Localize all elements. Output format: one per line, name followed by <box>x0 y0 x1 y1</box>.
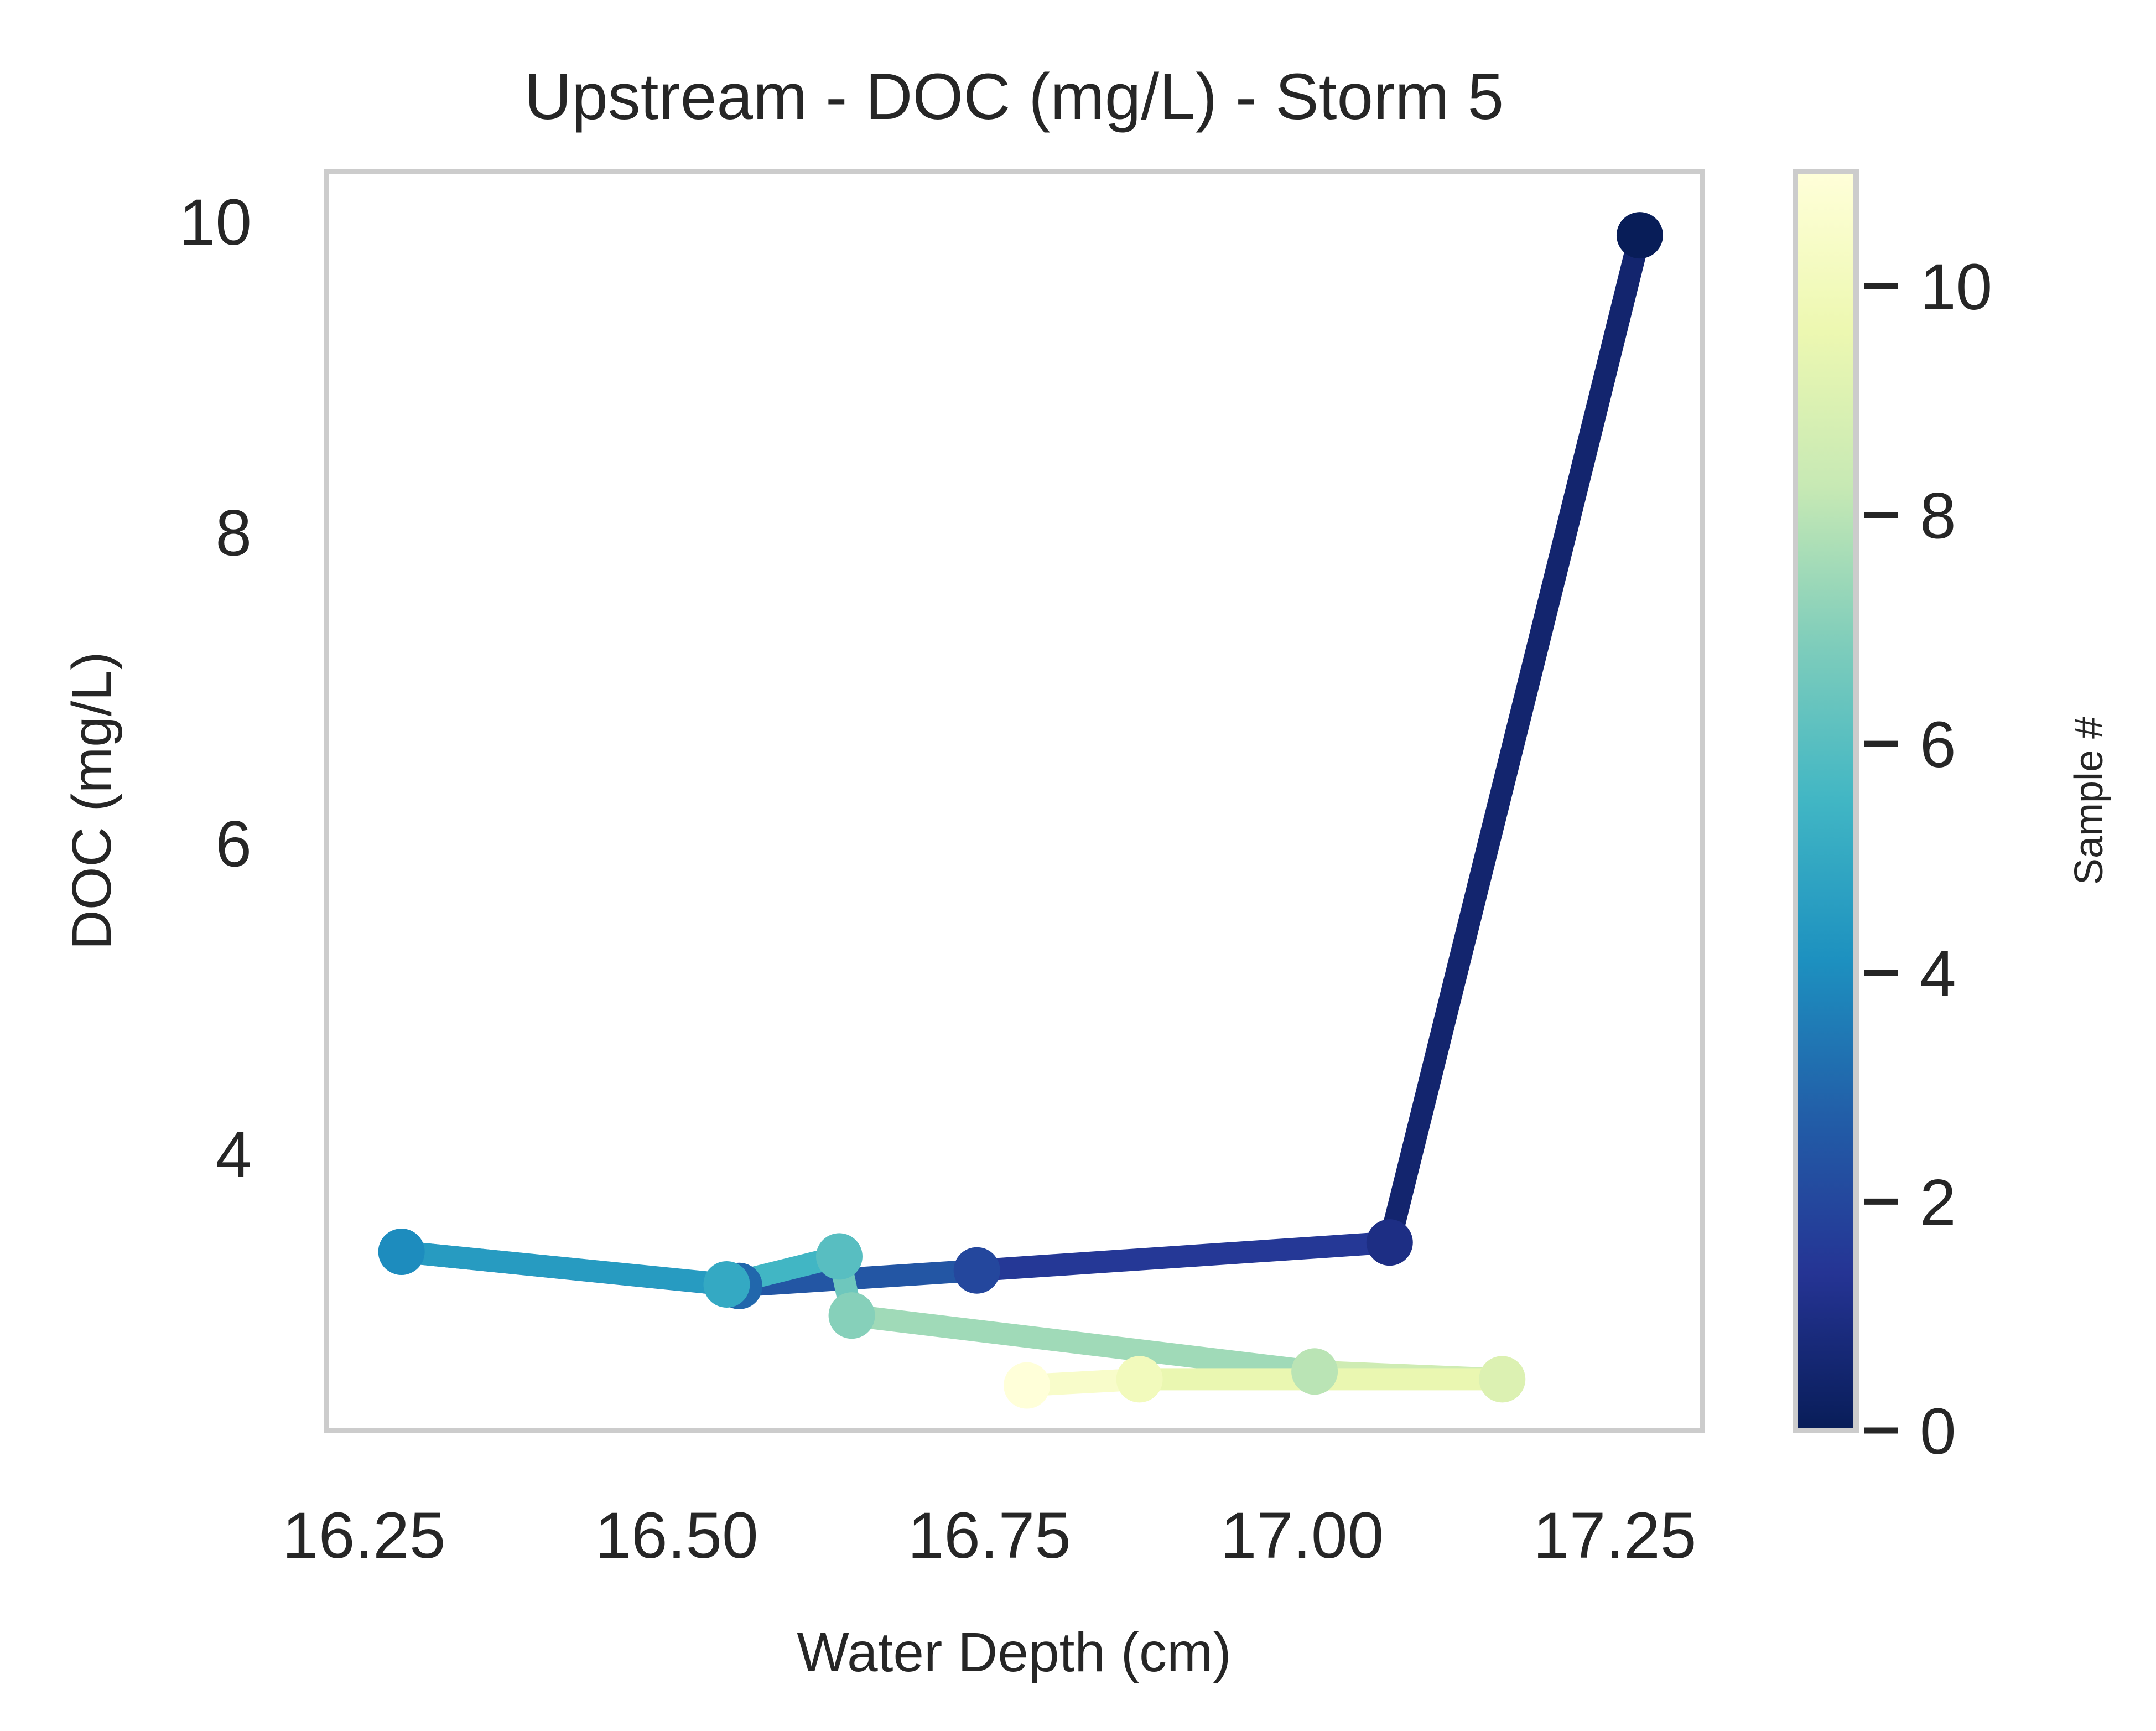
series-marker-layer <box>378 212 1663 1409</box>
series-segment <box>976 1231 1391 1282</box>
data-point <box>953 1247 1000 1294</box>
data-point <box>1116 1356 1163 1403</box>
x-tick-label: 16.75 <box>908 1499 1071 1572</box>
data-point <box>703 1261 750 1308</box>
x-tick-label: 17.00 <box>1220 1499 1384 1572</box>
series-segment <box>850 1304 1316 1383</box>
colorbar-tick-label: 10 <box>1920 251 1992 324</box>
data-point <box>1479 1356 1526 1403</box>
x-axis-ticks: 16.25 16.50 16.75 17.00 17.25 <box>282 1499 1696 1572</box>
chart-title: Upstream - DOC (mg/L) - Storm 5 <box>524 60 1504 133</box>
data-point <box>1291 1348 1338 1395</box>
x-tick-label: 16.50 <box>595 1499 758 1572</box>
series-segment <box>400 1241 728 1295</box>
colorbar-tick-label: 0 <box>1920 1395 1956 1468</box>
colorbar-tick-label: 6 <box>1920 708 1956 781</box>
y-tick-label: 10 <box>179 186 252 259</box>
y-tick-label: 8 <box>215 497 252 570</box>
colorbar: 0 2 4 6 8 10 Sample # <box>1793 169 2111 1468</box>
data-point <box>1366 1219 1413 1266</box>
colorbar-tick-label: 4 <box>1920 937 1956 1010</box>
y-tick-label: 6 <box>215 807 252 880</box>
x-tick-label: 17.25 <box>1533 1499 1696 1572</box>
data-point <box>1616 212 1663 259</box>
y-tick-label: 4 <box>215 1118 252 1191</box>
series-segment <box>738 1259 978 1297</box>
colorbar-tick-label: 8 <box>1920 479 1956 552</box>
colorbar-tick-label: 2 <box>1920 1166 1956 1239</box>
y-axis-ticks: 4 6 8 10 <box>179 186 252 1191</box>
plot-area <box>324 169 1705 1433</box>
colorbar-gradient <box>1793 169 1859 1433</box>
data-point <box>815 1233 863 1280</box>
colorbar-label: Sample # <box>2067 717 2111 885</box>
x-tick-label: 16.25 <box>282 1499 445 1572</box>
data-point <box>378 1229 425 1276</box>
plot-frame <box>324 169 1705 1433</box>
colorbar-ticks: 0 2 4 6 8 10 <box>1864 251 1992 1468</box>
data-point <box>1004 1362 1051 1409</box>
data-point <box>828 1292 875 1339</box>
y-axis-label: DOC (mg/L) <box>61 652 123 950</box>
x-axis-label: Water Depth (cm) <box>797 1621 1231 1683</box>
series-segment <box>1379 232 1651 1245</box>
